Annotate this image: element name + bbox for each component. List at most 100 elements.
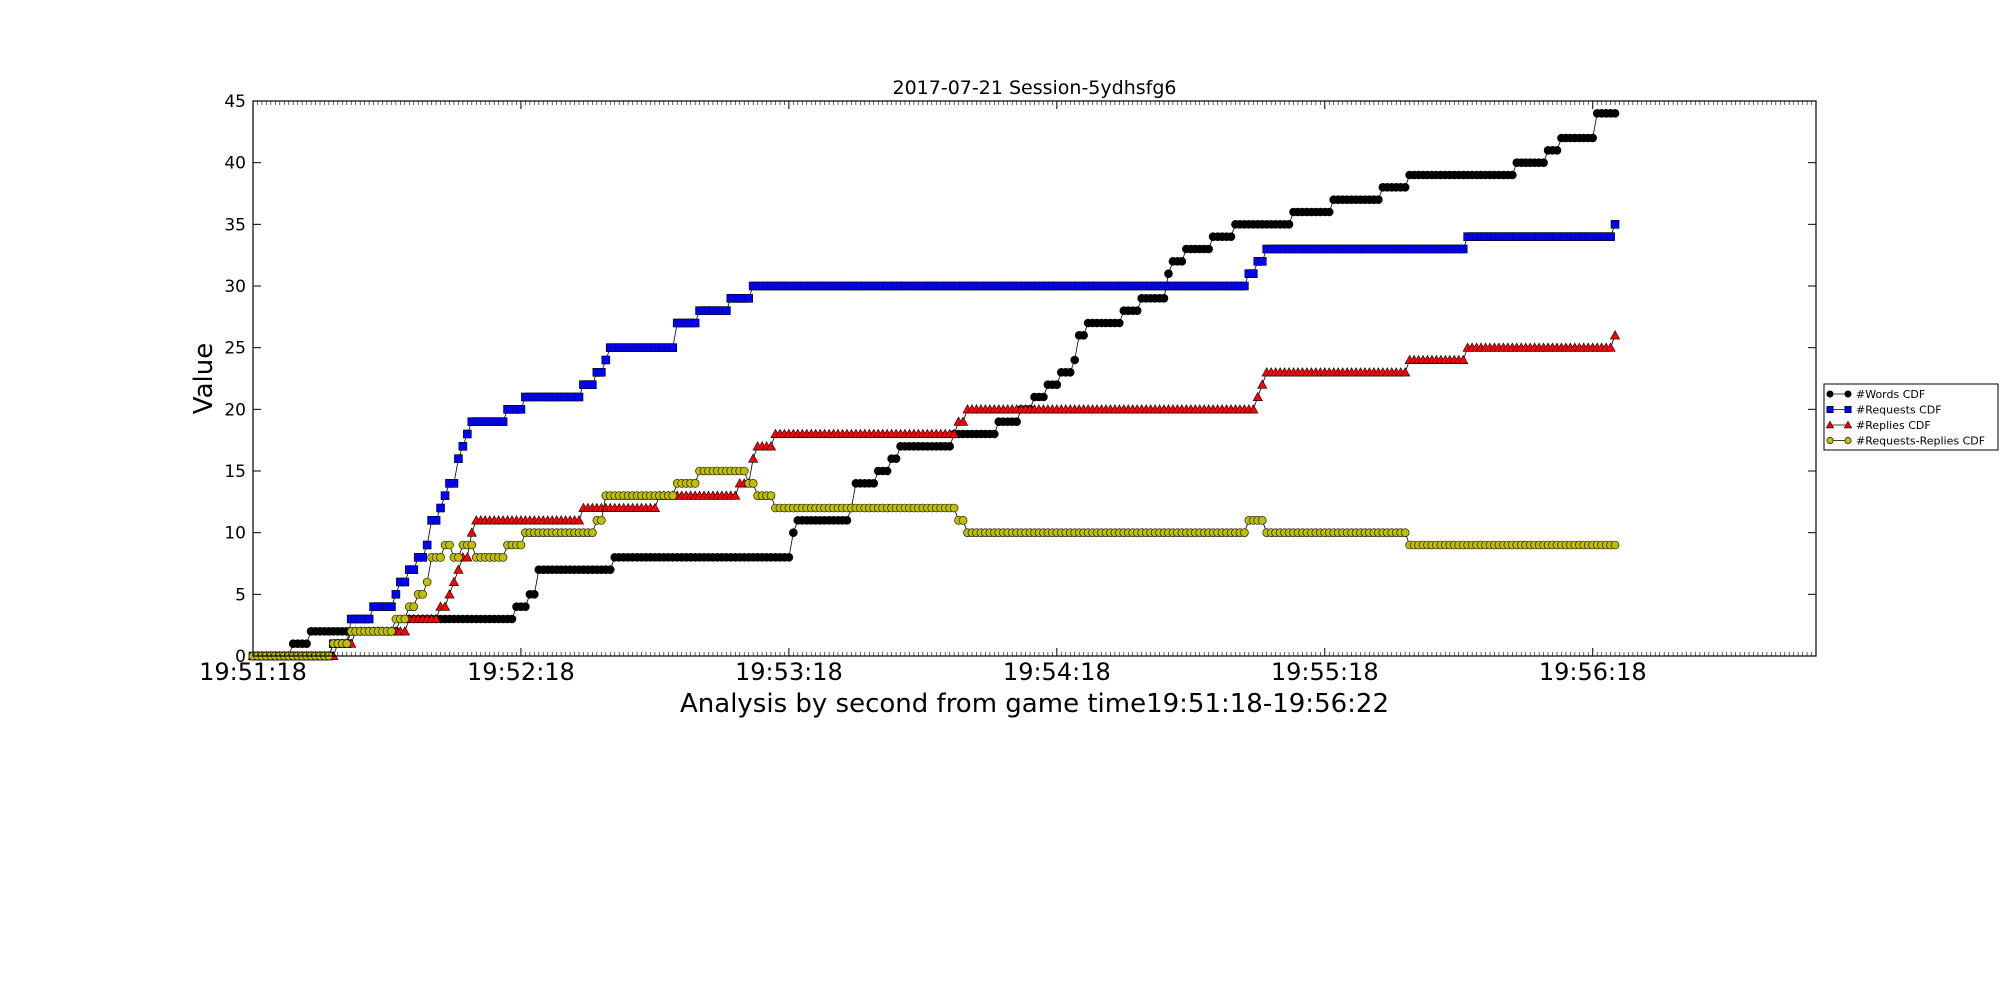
data-point	[1159, 294, 1169, 303]
x-tick-label: 19:56:18	[1539, 658, 1647, 686]
data-point	[958, 516, 968, 525]
data-point	[690, 479, 700, 488]
data-point	[730, 490, 741, 500]
y-axis-label: Value	[189, 343, 219, 414]
data-point	[1079, 331, 1088, 340]
data-point	[1226, 232, 1236, 241]
data-point	[1257, 379, 1268, 389]
data-point	[739, 466, 749, 476]
data-point	[1588, 133, 1598, 143]
data-point	[364, 614, 374, 624]
data-point	[957, 416, 969, 426]
series-line	[253, 112, 1616, 657]
y-tick-label: 40	[224, 154, 246, 174]
data-point	[1843, 420, 1853, 429]
data-point	[1065, 368, 1075, 377]
x-tick-label: 19:51:18	[199, 658, 307, 686]
data-point	[748, 453, 759, 463]
legend: #Words CDF #Requests CDF #Replies CDF #Requ…	[1823, 383, 1999, 451]
data-point	[454, 454, 463, 463]
data-point	[1458, 354, 1469, 364]
data-point	[516, 540, 526, 550]
data-point	[945, 442, 954, 451]
data-point	[1605, 342, 1616, 352]
data-point	[467, 540, 477, 550]
data-point	[466, 527, 477, 537]
x-tick-label: 19:55:18	[1271, 658, 1379, 686]
data-point	[597, 368, 606, 377]
series-line	[253, 335, 1616, 657]
data-point	[990, 429, 999, 439]
data-point	[1610, 540, 1620, 550]
data-point	[1844, 436, 1852, 444]
data-point	[1240, 281, 1249, 291]
series-3	[247, 330, 1621, 660]
data-point	[444, 589, 455, 599]
data-point	[463, 429, 472, 439]
data-point	[436, 503, 445, 513]
data-point	[1324, 207, 1334, 217]
data-point	[440, 491, 450, 500]
data-point	[431, 516, 441, 525]
data-point	[439, 601, 451, 611]
data-point	[1610, 109, 1620, 118]
data-point	[418, 553, 427, 562]
data-point	[882, 466, 892, 476]
data-point	[1164, 269, 1173, 278]
chart-title: 2017-07-21 Session-5ydhsfg6	[893, 77, 1177, 99]
y-tick-label: 0	[235, 647, 246, 667]
y-tick-label: 20	[224, 400, 246, 420]
data-point	[400, 577, 410, 587]
legend-label: #Requests CDF	[1856, 404, 1942, 417]
data-point	[409, 565, 419, 574]
data-point	[454, 553, 463, 562]
legend-label: #Requests-Replies CDF	[1856, 435, 1985, 448]
data-point	[409, 602, 419, 611]
data-point	[1400, 367, 1411, 377]
y-tick-label: 30	[224, 277, 246, 297]
data-point	[1400, 528, 1410, 537]
data-point	[949, 428, 960, 438]
data-point	[1458, 244, 1468, 254]
data-point	[1826, 436, 1834, 444]
data-point	[1552, 146, 1562, 155]
data-point	[668, 491, 678, 500]
data-point	[1284, 220, 1294, 229]
series-2	[248, 220, 1620, 661]
data-point	[1252, 391, 1263, 401]
y-tick-label: 15	[224, 462, 246, 482]
data-point	[1257, 257, 1267, 266]
data-point	[498, 417, 508, 426]
data-point	[422, 577, 432, 587]
legend-label: #Words CDF	[1856, 388, 1925, 401]
data-point	[1606, 232, 1615, 241]
data-point	[1039, 392, 1048, 402]
data-point	[498, 553, 508, 562]
data-point	[1249, 269, 1258, 278]
x-axis-label: Analysis by second from game time19:51:1…	[680, 689, 1389, 719]
axis-ticks: 0 5 10 15 20 25 30 35 40 45 19:51:18 19:52:18 19:53:…	[199, 92, 1817, 686]
data-point	[1177, 257, 1187, 266]
data-point	[1132, 306, 1142, 315]
x-tick-label: 19:54:18	[1003, 658, 1111, 686]
data-point	[766, 491, 776, 500]
data-point	[449, 479, 459, 488]
series-4	[248, 466, 1620, 661]
data-point	[1374, 195, 1383, 204]
data-point	[453, 564, 464, 574]
data-point	[601, 355, 611, 365]
data-point	[891, 454, 901, 463]
plot-frame	[252, 100, 1817, 657]
data-point	[1825, 420, 1835, 429]
data-point	[1070, 355, 1079, 365]
data-point	[462, 552, 473, 562]
data-point	[1115, 318, 1124, 328]
data-point	[1844, 390, 1852, 398]
data-point	[516, 405, 526, 414]
data-point	[1539, 158, 1548, 167]
data-point	[387, 602, 396, 611]
data-point	[507, 614, 517, 624]
data-point	[1052, 380, 1062, 389]
data-point	[748, 479, 758, 488]
